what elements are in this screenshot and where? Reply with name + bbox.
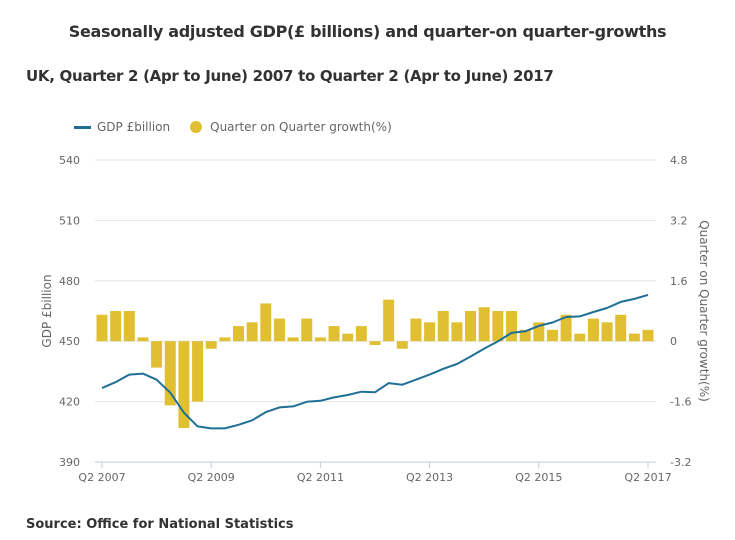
growth-bar bbox=[260, 303, 272, 342]
growth-bar bbox=[192, 341, 204, 402]
y2-tick-label: -1.6 bbox=[670, 396, 691, 409]
x-tick-label: Q2 2013 bbox=[406, 471, 453, 484]
y2-tick-label: -3.2 bbox=[670, 456, 691, 469]
growth-bar bbox=[110, 311, 122, 342]
growth-bar bbox=[301, 318, 313, 342]
y-axis-label: GDP £billion bbox=[40, 274, 54, 347]
growth-bar bbox=[96, 314, 108, 342]
growth-bar bbox=[601, 322, 613, 342]
growth-bar bbox=[478, 307, 490, 342]
growth-bar bbox=[369, 341, 381, 345]
y-axis-left: 540 510 480 450 420 390 bbox=[59, 154, 80, 469]
x-tick-label: Q2 2011 bbox=[297, 471, 344, 484]
growth-bar bbox=[273, 318, 285, 342]
y2-axis-label: Quarter on Quarter growth(%) bbox=[697, 220, 711, 402]
y-tick-label: 390 bbox=[59, 456, 80, 469]
growth-bar bbox=[587, 318, 599, 342]
chart-subtitle: UK, Quarter 2 (Apr to June) 2007 to Quar… bbox=[26, 67, 554, 85]
chart-title: Seasonally adjusted GDP(£ billions) and … bbox=[68, 22, 667, 41]
y-tick-label: 510 bbox=[59, 214, 80, 227]
y-tick-label: 540 bbox=[59, 154, 80, 167]
growth-bar bbox=[383, 299, 395, 342]
growth-bar bbox=[615, 314, 627, 342]
growth-bars bbox=[96, 299, 654, 429]
growth-bar bbox=[546, 329, 558, 342]
growth-bar bbox=[628, 333, 640, 342]
y2-tick-label: 0 bbox=[670, 335, 677, 348]
growth-bar bbox=[574, 333, 586, 342]
x-tick-label: Q2 2009 bbox=[188, 471, 235, 484]
legend-label-gdp[interactable]: GDP £billion bbox=[97, 120, 171, 134]
growth-bar bbox=[246, 322, 258, 342]
growth-bar bbox=[424, 322, 436, 342]
growth-bar bbox=[137, 337, 149, 342]
growth-bar bbox=[437, 311, 449, 342]
gdp-line-group bbox=[101, 293, 649, 430]
source-note: Source: Office for National Statistics bbox=[26, 517, 294, 532]
growth-bar bbox=[506, 311, 517, 342]
growth-bar bbox=[355, 326, 367, 342]
x-tick-label: Q2 2015 bbox=[515, 471, 562, 484]
growth-bar bbox=[519, 329, 531, 342]
y2-tick-label: 1.6 bbox=[670, 275, 688, 288]
legend-label-growth[interactable]: Quarter on Quarter growth(%) bbox=[210, 120, 392, 134]
y-tick-label: 480 bbox=[59, 275, 80, 288]
growth-bar bbox=[151, 341, 163, 368]
gdp-line bbox=[101, 293, 649, 430]
growth-bar bbox=[465, 311, 477, 342]
growth-bar bbox=[164, 341, 176, 406]
growth-bar bbox=[533, 322, 545, 342]
growth-bar bbox=[123, 311, 135, 342]
legend: GDP £billion Quarter on Quarter growth(%… bbox=[74, 120, 392, 134]
y2-tick-label: 3.2 bbox=[670, 214, 688, 227]
growth-bar bbox=[342, 333, 354, 342]
y-axis-right: 4.8 3.2 1.6 0 -1.6 -3.2 bbox=[670, 154, 691, 469]
growth-bar bbox=[451, 322, 463, 342]
growth-bar bbox=[233, 326, 244, 342]
growth-bar bbox=[314, 337, 326, 342]
growth-bar bbox=[219, 337, 231, 342]
growth-bar bbox=[492, 311, 504, 342]
growth-bar bbox=[642, 329, 654, 342]
growth-bar bbox=[205, 341, 217, 349]
x-tick-label: Q2 2017 bbox=[624, 471, 671, 484]
y-tick-label: 450 bbox=[59, 335, 80, 348]
y-tick-label: 420 bbox=[59, 396, 80, 409]
x-tick-label: Q2 2007 bbox=[78, 471, 125, 484]
x-axis: Q2 2007 Q2 2009 Q2 2011 Q2 2013 Q2 2015 Q2 20… bbox=[78, 461, 672, 484]
legend-line-swatch bbox=[74, 125, 91, 129]
growth-bar bbox=[287, 337, 299, 342]
growth-bar bbox=[178, 341, 190, 429]
growth-bar bbox=[560, 314, 572, 342]
legend-dot-swatch bbox=[190, 121, 203, 133]
growth-bar bbox=[410, 318, 422, 342]
y2-tick-label: 4.8 bbox=[670, 154, 688, 167]
growth-bar bbox=[396, 341, 408, 349]
growth-bar bbox=[328, 326, 340, 342]
